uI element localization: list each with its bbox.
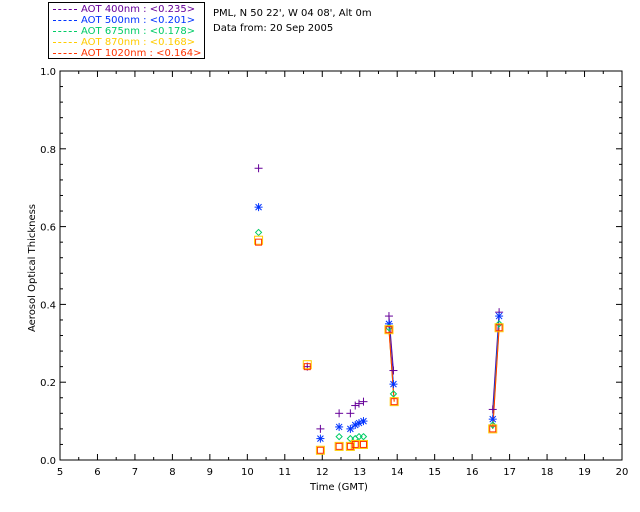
data-point (345, 441, 355, 451)
legend-entry-1020nm: AOT 1020nm : <0.164> (49, 48, 206, 59)
data-point (346, 442, 354, 450)
data-point (351, 401, 360, 410)
data-markers (254, 164, 504, 455)
data-point (390, 398, 398, 406)
x-tick-label: 19 (578, 467, 591, 478)
data-point (334, 441, 344, 451)
data-point (488, 405, 497, 414)
data-point (335, 422, 344, 431)
legend-label-400nm: AOT 400nm : <0.235> (81, 4, 196, 15)
data-point (488, 415, 497, 424)
legend-swatch-675nm (53, 31, 77, 32)
legend: AOT 400nm : <0.235> AOT 500nm : <0.201> … (48, 2, 205, 59)
data-point (351, 440, 359, 448)
data-point (359, 440, 367, 448)
legend-entry-500nm: AOT 500nm : <0.201> (49, 15, 206, 26)
x-tick-label: 9 (207, 467, 213, 478)
data-point (359, 432, 368, 441)
site-info: PML, N 50 22', W 04 08', Alt 0m Data fro… (213, 6, 372, 36)
x-tick-label: 6 (94, 467, 100, 478)
legend-swatch-1020nm (53, 53, 77, 54)
data-point (346, 409, 355, 418)
y-tick-label: 0.4 (40, 300, 56, 311)
data-point (489, 425, 497, 433)
x-tick-label: 7 (132, 467, 138, 478)
x-tick-label: 13 (353, 467, 366, 478)
y-tick-label: 0.8 (40, 145, 56, 156)
x-tick-label: 16 (466, 467, 479, 478)
data-point (358, 439, 368, 449)
series-segment (388, 329, 395, 402)
data-point (316, 434, 325, 443)
data-point (389, 390, 398, 398)
data-date: Data from: 20 Sep 2005 (213, 23, 334, 34)
x-tick-label: 20 (616, 467, 629, 478)
data-point (346, 424, 355, 433)
x-tick-label: 11 (278, 467, 291, 478)
x-tick-label: 8 (169, 467, 175, 478)
y-axis-label: Aerosol Optical Thickness (27, 204, 38, 332)
y-tick-label: 0.0 (40, 456, 56, 467)
legend-label-1020nm: AOT 1020nm : <0.164> (81, 48, 202, 59)
data-point (494, 323, 504, 333)
data-point (489, 421, 497, 429)
legend-swatch-400nm (53, 9, 77, 10)
data-point (385, 326, 393, 334)
legend-label-500nm: AOT 500nm : <0.201> (81, 15, 196, 26)
data-point (389, 380, 398, 389)
data-point (354, 399, 363, 408)
legend-entry-870nm: AOT 870nm : <0.168> (49, 37, 206, 48)
data-point (335, 442, 343, 450)
data-point (316, 446, 324, 454)
series-lines (388, 312, 500, 429)
data-point (495, 324, 503, 332)
x-tick-label: 18 (541, 467, 554, 478)
legend-swatch-870nm (53, 42, 77, 43)
site-location: PML, N 50 22', W 04 08', Alt 0m (213, 8, 372, 19)
plot-frame (59, 70, 623, 461)
legend-entry-400nm: AOT 400nm : <0.235> (49, 4, 206, 15)
data-point (316, 424, 325, 433)
x-tick-label: 10 (241, 467, 254, 478)
data-point (335, 409, 344, 418)
x-tick-label: 5 (57, 467, 63, 478)
y-tick-label: 1.0 (40, 67, 56, 78)
data-point (254, 235, 264, 245)
data-point (254, 164, 263, 173)
data-point (302, 360, 312, 370)
legend-swatch-500nm (53, 20, 77, 21)
series-segment (492, 327, 500, 429)
data-point (346, 434, 355, 443)
axis-ticks: 5 6 7 8 9 10 11 12 13 14 15 16 17 18 19 20 0.0 0.2 0.4 0.6 0… (40, 67, 628, 478)
legend-label-675nm: AOT 675nm : <0.178> (81, 26, 196, 37)
y-tick-label: 0.6 (40, 223, 56, 234)
y-tick-label: 0.2 (40, 378, 56, 389)
data-point (303, 363, 311, 371)
data-point (384, 325, 394, 335)
data-point (495, 320, 503, 328)
x-tick-label: 17 (503, 467, 516, 478)
x-axis-label: Time (GMT) (309, 482, 368, 493)
data-point (359, 397, 368, 406)
x-tick-label: 12 (316, 467, 329, 478)
data-point (255, 238, 263, 246)
legend-label-870nm: AOT 870nm : <0.168> (81, 37, 196, 48)
data-point (254, 228, 263, 237)
data-point (488, 424, 498, 434)
legend-entry-675nm: AOT 675nm : <0.178> (49, 26, 206, 37)
data-point (315, 445, 325, 455)
x-tick-label: 14 (391, 467, 404, 478)
data-point (384, 312, 393, 321)
data-point (389, 397, 399, 407)
data-point (495, 312, 504, 321)
data-point (335, 432, 343, 441)
data-point (389, 366, 398, 375)
data-point (359, 417, 368, 426)
data-point (254, 203, 263, 212)
x-tick-label: 15 (428, 467, 441, 478)
